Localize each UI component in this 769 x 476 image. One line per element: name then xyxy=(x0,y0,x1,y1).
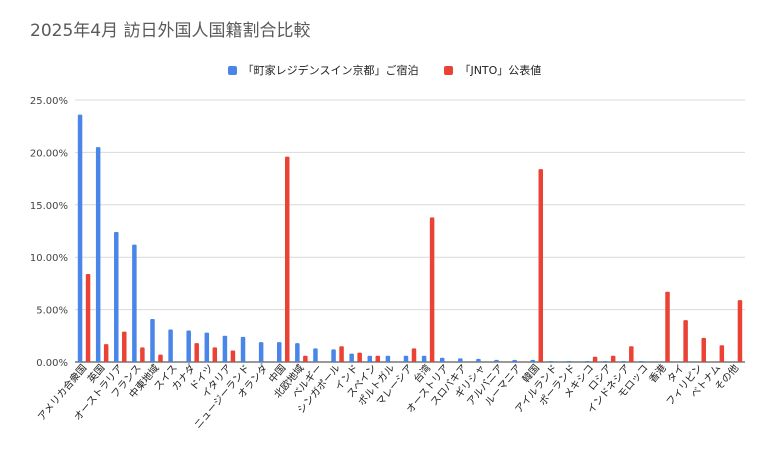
bar-series-1 xyxy=(566,360,572,362)
bar-series-1 xyxy=(276,342,282,362)
bar-series-1 xyxy=(421,355,427,362)
bar-series-2 xyxy=(719,345,725,362)
y-tick-label: 15.00% xyxy=(30,201,68,212)
y-tick-label: 25.00% xyxy=(30,96,68,107)
bar-series-1 xyxy=(313,348,318,362)
bar-series-1 xyxy=(512,359,517,362)
bar-series-1 xyxy=(168,329,173,362)
bar-series-2 xyxy=(683,320,688,362)
legend-item-series-2[interactable]: 「JNTO」公表値 xyxy=(444,62,541,78)
bar-series-1 xyxy=(204,332,210,362)
bar-series-1 xyxy=(602,360,608,362)
legend: 「町家レジデンスイン京都」ご宿泊 「JNTO」公表値 xyxy=(0,62,769,78)
bar-series-2 xyxy=(140,347,145,362)
bar-series-2 xyxy=(284,156,290,362)
bar-series-1 xyxy=(548,360,554,362)
bar-series-2 xyxy=(230,350,236,362)
bar-series-1 xyxy=(458,358,463,362)
y-tick-label: 20.00% xyxy=(30,148,68,159)
bar-series-2 xyxy=(538,169,544,362)
bar-series-1 xyxy=(222,335,228,362)
x-category-label: 香港 xyxy=(647,362,669,385)
bar-series-2 xyxy=(212,347,218,362)
bar-series-1 xyxy=(385,355,391,362)
bar-series-1 xyxy=(95,147,101,362)
bar-series-1 xyxy=(114,232,119,362)
bar-series-2 xyxy=(629,346,634,362)
bar-series-2 xyxy=(737,300,743,362)
bar-series-1 xyxy=(639,360,644,362)
bar-series-2 xyxy=(194,343,199,362)
y-tick-label: 10.00% xyxy=(30,253,68,264)
bar-series-1 xyxy=(77,114,83,362)
bar-series-2 xyxy=(429,217,435,362)
bar-series-2 xyxy=(357,352,362,362)
y-tick-label: 0.00% xyxy=(36,358,68,369)
bar-series-1 xyxy=(240,336,246,362)
bar-series-2 xyxy=(103,344,109,362)
legend-label-series-2: 「JNTO」公表値 xyxy=(459,64,542,77)
bar-series-1 xyxy=(186,330,191,362)
bar-series-1 xyxy=(530,359,536,362)
chart-title: 2025年4月 訪日外国人国籍割合比較 xyxy=(30,21,311,41)
bar-series-2 xyxy=(303,355,308,362)
legend-label-series-1: 「町家レジデンスイン京都」ご宿泊 xyxy=(242,64,419,77)
bar-series-2 xyxy=(122,331,127,362)
bar-series-1 xyxy=(150,319,155,362)
bar-series-1 xyxy=(258,342,264,362)
bar-series-1 xyxy=(621,360,626,362)
bar-series-2 xyxy=(158,354,163,362)
bar-series-1 xyxy=(494,359,499,362)
bar-series-2 xyxy=(411,348,417,362)
bar-series-2 xyxy=(592,356,598,362)
bar-series-1 xyxy=(349,353,354,362)
bar-series-2 xyxy=(375,355,381,362)
legend-item-series-1[interactable]: 「町家レジデンスイン京都」ご宿泊 xyxy=(227,62,419,78)
legend-swatch-series-1 xyxy=(227,65,237,75)
bar-series-2 xyxy=(85,273,91,362)
bar-series-2 xyxy=(701,337,706,362)
bar-series-1 xyxy=(403,355,409,362)
bar-series-2 xyxy=(339,346,344,362)
bar-series-1 xyxy=(132,244,137,362)
bar-series-1 xyxy=(584,360,590,362)
bar-series-1 xyxy=(476,358,481,362)
bar-series-1 xyxy=(331,349,336,362)
y-tick-label: 5.00% xyxy=(36,306,68,317)
bar-series-1 xyxy=(367,355,373,362)
bar-series-1 xyxy=(295,343,300,362)
bar-series-2 xyxy=(610,355,616,362)
bar-series-1 xyxy=(439,357,445,362)
legend-swatch-series-2 xyxy=(444,65,454,75)
bar-series-2 xyxy=(665,291,670,362)
